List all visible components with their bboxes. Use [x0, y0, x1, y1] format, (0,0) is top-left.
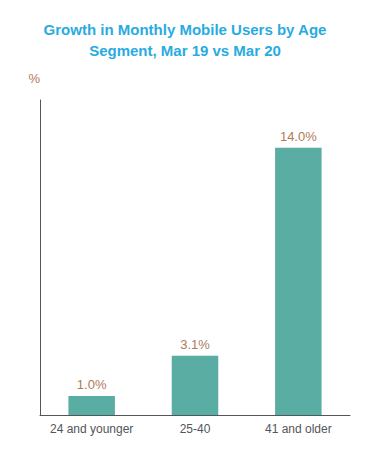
svg-text:%: %	[28, 71, 40, 86]
svg-text:Growth in Monthly Mobile Users: Growth in Monthly Mobile Users by Age	[44, 21, 327, 38]
svg-text:3.1%: 3.1%	[180, 337, 210, 352]
svg-text:1.0%: 1.0%	[77, 377, 107, 392]
svg-text:Segment, Mar 19 vs Mar 20: Segment, Mar 19 vs Mar 20	[89, 42, 281, 59]
svg-text:24 and younger: 24 and younger	[50, 422, 133, 436]
svg-text:41 and older: 41 and older	[265, 422, 332, 436]
svg-text:14.0%: 14.0%	[280, 129, 317, 144]
svg-text:25-40: 25-40	[180, 422, 211, 436]
